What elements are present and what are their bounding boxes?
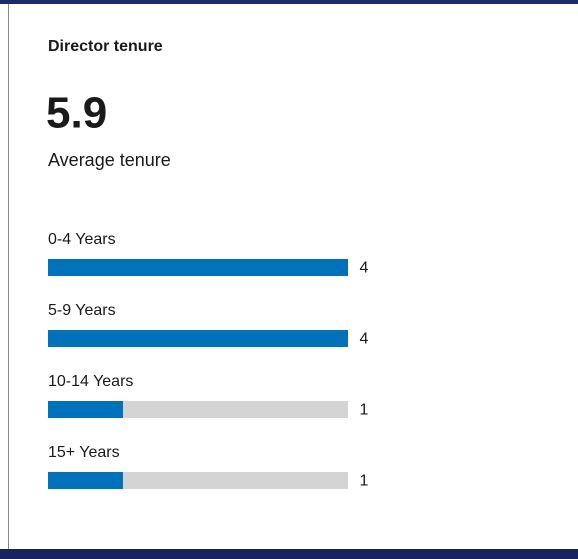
category-label: 10-14 Years — [48, 373, 133, 390]
value-label: 1 — [360, 473, 369, 490]
bar — [48, 401, 123, 418]
top-band — [0, 0, 578, 4]
stat-value: 5.9 — [46, 89, 107, 138]
bar — [48, 259, 348, 276]
category-label: 5-9 Years — [48, 302, 116, 319]
value-label: 1 — [360, 402, 369, 419]
value-label: 4 — [360, 331, 369, 348]
category-label: 0-4 Years — [48, 231, 116, 248]
bottom-band — [0, 549, 578, 559]
bar — [48, 472, 123, 489]
value-label: 4 — [360, 260, 369, 277]
bar — [48, 330, 348, 347]
stat-label: Average tenure — [48, 150, 171, 170]
chart-title: Director tenure — [48, 38, 163, 55]
category-label: 15+ Years — [48, 444, 120, 461]
